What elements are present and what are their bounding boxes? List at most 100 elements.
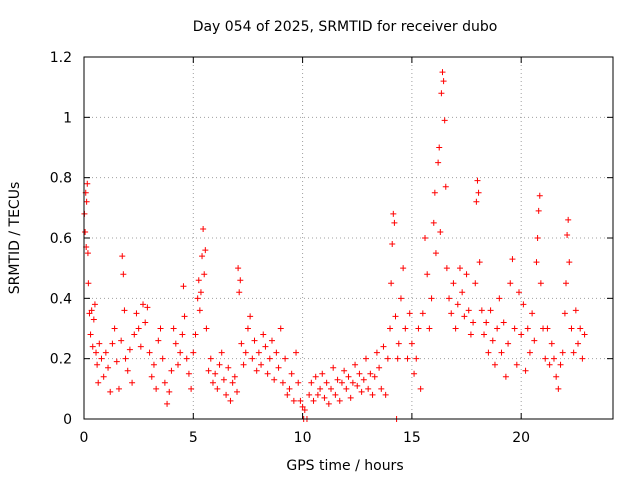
data-point — [201, 271, 208, 278]
data-point — [244, 325, 251, 332]
data-point — [463, 271, 470, 278]
data-point — [454, 301, 461, 308]
data-point — [520, 301, 527, 308]
data-point — [565, 216, 572, 223]
data-point — [426, 325, 433, 332]
data-point — [113, 358, 120, 365]
data-point — [439, 69, 446, 76]
data-point — [502, 373, 509, 380]
data-point — [473, 198, 480, 205]
data-point — [408, 340, 415, 347]
data-point — [227, 397, 234, 404]
data-point — [362, 355, 369, 362]
data-point — [286, 385, 293, 392]
data-point — [417, 385, 424, 392]
data-point — [577, 325, 584, 332]
data-point — [234, 388, 241, 395]
data-point — [561, 310, 568, 317]
data-point — [534, 235, 541, 241]
data-point — [494, 325, 501, 332]
data-point — [354, 382, 361, 389]
data-point — [390, 210, 397, 217]
data-point — [559, 349, 566, 356]
data-point — [129, 379, 136, 386]
x-tick-label: 20 — [512, 430, 530, 446]
data-point — [89, 343, 96, 350]
data-point — [563, 280, 570, 287]
data-point — [264, 370, 271, 377]
x-tick-label: 5 — [189, 430, 198, 446]
data-point — [442, 183, 449, 190]
data-point — [437, 228, 444, 235]
data-point — [205, 367, 212, 374]
data-point — [98, 355, 105, 362]
data-point — [371, 373, 378, 380]
data-point — [575, 340, 582, 347]
data-point — [367, 370, 374, 377]
data-point — [295, 379, 302, 386]
data-point — [481, 331, 488, 338]
data-point — [459, 289, 466, 296]
data-point — [218, 349, 225, 356]
data-point — [397, 295, 404, 302]
data-point — [526, 349, 533, 356]
data-point — [555, 385, 562, 392]
data-point — [199, 253, 206, 260]
data-point — [282, 355, 289, 362]
data-point — [550, 355, 557, 362]
data-point — [301, 406, 308, 413]
data-point — [170, 325, 177, 332]
data-point — [422, 235, 429, 241]
data-point — [299, 403, 306, 410]
data-point — [544, 325, 551, 332]
data-point — [209, 379, 216, 386]
data-point — [157, 325, 164, 332]
data-point — [496, 295, 503, 302]
data-point — [238, 340, 245, 347]
data-point — [536, 192, 543, 199]
data-point — [507, 280, 514, 287]
data-point — [192, 331, 199, 338]
data-point — [392, 313, 399, 320]
data-point — [231, 373, 238, 380]
data-point — [196, 307, 203, 314]
data-point — [168, 367, 175, 374]
data-point — [546, 361, 553, 368]
data-point — [373, 349, 380, 356]
data-point — [570, 349, 577, 356]
data-point — [321, 394, 328, 401]
data-point — [328, 385, 335, 392]
data-point — [581, 331, 588, 338]
data-point — [251, 337, 258, 344]
data-point — [137, 343, 144, 350]
data-point — [314, 391, 321, 398]
data-point — [268, 337, 275, 344]
data-point — [406, 310, 413, 317]
data-point — [144, 304, 151, 311]
data-point — [391, 219, 398, 226]
data-point — [513, 361, 520, 368]
data-point — [150, 361, 157, 368]
data-point — [312, 373, 319, 380]
data-point — [153, 385, 160, 392]
data-point — [498, 349, 505, 356]
data-point — [415, 325, 422, 332]
data-point — [336, 397, 343, 404]
data-point — [388, 280, 395, 287]
chart-title: Day 054 of 2025, SRMTID for receiver dub… — [193, 19, 498, 35]
data-point — [140, 301, 147, 308]
y-tick-label: 0.8 — [50, 171, 72, 187]
data-point — [430, 219, 437, 226]
data-point — [446, 295, 453, 302]
data-point — [332, 391, 339, 398]
data-point — [548, 340, 555, 347]
data-point — [467, 331, 474, 338]
data-point — [180, 283, 187, 290]
data-point — [166, 388, 173, 395]
data-point — [310, 397, 317, 404]
data-point — [323, 379, 330, 386]
data-point — [121, 307, 128, 314]
data-point — [220, 376, 227, 383]
data-point — [441, 117, 448, 124]
data-point — [443, 265, 450, 272]
